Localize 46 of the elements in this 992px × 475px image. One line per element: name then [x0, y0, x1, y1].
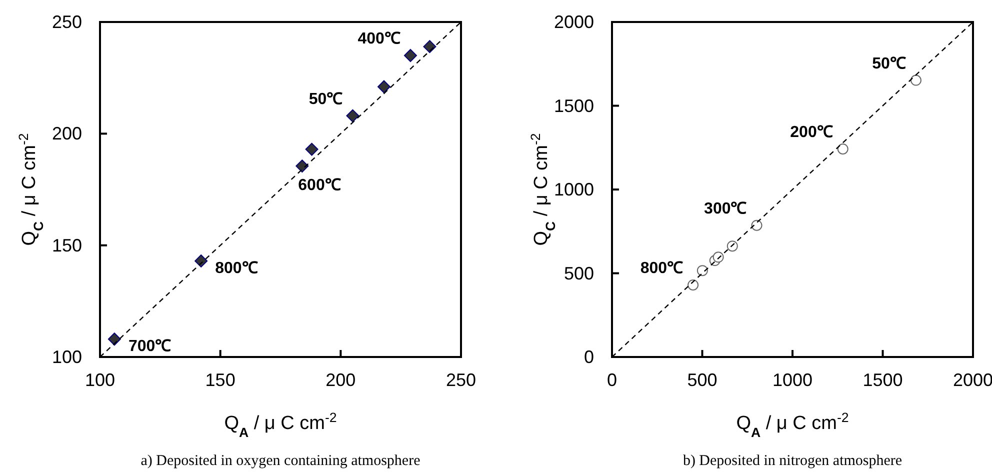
x-axis-title: Q$_{A}$ / μ C cm$^{-2}$ — [224, 410, 337, 440]
annotation: 400℃ — [358, 30, 400, 48]
annotation: 800℃ — [215, 260, 258, 277]
y-tick-label: 200 — [52, 124, 82, 144]
point — [751, 220, 762, 231]
y-tick-label: 0 — [584, 347, 594, 367]
x-tick-label: 500 — [687, 370, 718, 390]
point — [837, 143, 848, 154]
x-tick-label: 200 — [326, 370, 356, 390]
y-tick-label: 1500 — [554, 96, 594, 116]
annotation: 700℃ — [128, 338, 172, 356]
x-tick-label: 0 — [606, 370, 618, 390]
text: b) Deposited in nitrogen atmosphere — [682, 453, 902, 469]
point — [910, 74, 922, 86]
annotation: 50℃ — [308, 90, 343, 108]
point — [404, 49, 417, 62]
point — [712, 252, 724, 263]
point — [423, 40, 436, 54]
point — [688, 279, 699, 290]
point — [194, 254, 208, 268]
annotation: 200℃ — [790, 124, 833, 141]
y-tick-label: 500 — [564, 263, 594, 284]
x-tick-label: 100 — [84, 370, 116, 390]
y-tick-label: 2000 — [554, 12, 594, 32]
annotation: 50℃ — [872, 55, 906, 72]
x-tick-label: 2000 — [952, 370, 992, 390]
x-tick-label: 1500 — [862, 370, 903, 390]
y-tick-label: 250 — [52, 12, 82, 32]
y-tick-label: 100 — [52, 347, 82, 367]
point — [726, 240, 738, 252]
annotation: 800℃ — [640, 260, 684, 277]
x-tick-label: 150 — [205, 370, 236, 390]
annotation: 300℃ — [704, 200, 747, 218]
x-tick-label: 250 — [446, 370, 476, 390]
text: a) Deposited in oxygen containing atmosphere — [140, 453, 421, 469]
annotation: 600℃ — [298, 177, 341, 194]
point — [305, 142, 318, 156]
y-tick-label: 1000 — [554, 180, 594, 200]
point — [346, 109, 360, 122]
point — [296, 160, 309, 173]
y-tick-label: 150 — [52, 235, 82, 256]
x-axis-title: Q$_{A}$ / μ C cm$^{-2}$ — [736, 410, 849, 440]
point — [108, 332, 121, 346]
point — [696, 265, 708, 276]
point — [377, 80, 390, 94]
x-tick-label: 1000 — [772, 370, 813, 390]
